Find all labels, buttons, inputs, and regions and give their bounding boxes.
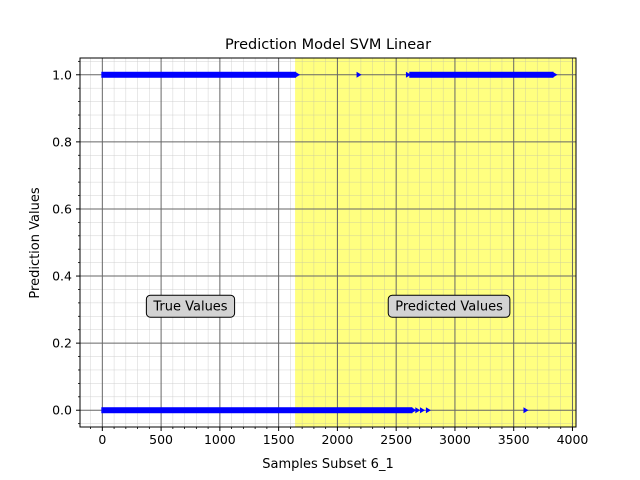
highlight-region xyxy=(295,58,576,427)
data-segment xyxy=(101,407,413,414)
plot-area: 0 500 1000 1500 2000 2500 3000 3500 4000 0.0 0.2 0.… xyxy=(52,57,589,447)
data-point xyxy=(425,407,431,414)
x-tick-label: 0 xyxy=(98,432,106,447)
data-marker xyxy=(411,407,417,414)
data-marker xyxy=(295,71,301,78)
y-tick-label: 0.0 xyxy=(52,403,72,418)
x-tick-label: 1000 xyxy=(204,432,236,447)
annotation-frame xyxy=(145,294,236,318)
annotation-frame xyxy=(387,294,511,318)
annotation-label: Predicted Values xyxy=(395,300,503,315)
x-tick-label: 1500 xyxy=(263,432,295,447)
y-tick-label: 1.0 xyxy=(52,67,72,82)
x-tick-label: 2000 xyxy=(321,432,353,447)
data-point xyxy=(523,407,529,414)
minor-grid xyxy=(80,58,576,427)
axes-frame xyxy=(79,57,577,428)
y-tick-label: 0.6 xyxy=(52,201,72,216)
data-segment xyxy=(101,71,297,78)
data-point xyxy=(420,407,426,414)
annotation-box: True Values xyxy=(145,294,236,318)
annotation-box: Predicted Values xyxy=(387,294,511,318)
data-segment xyxy=(409,71,554,78)
data-marker xyxy=(552,71,558,78)
y-tick-label: 0.4 xyxy=(52,269,72,284)
x-tick-label: 2500 xyxy=(380,432,412,447)
chart-title: Prediction Model SVM Linear xyxy=(225,37,431,53)
x-tick-label: 4000 xyxy=(557,432,589,447)
data-point xyxy=(415,407,421,414)
y-tick-label: 0.8 xyxy=(52,134,72,149)
annotation-label: True Values xyxy=(152,300,227,315)
x-axis-label: Samples Subset 6_1 xyxy=(262,457,393,472)
y-axis-label: Prediction Values xyxy=(28,187,43,298)
y-tick-label: 0.2 xyxy=(52,336,72,351)
data-point xyxy=(405,71,411,78)
x-tick-label: 500 xyxy=(149,432,173,447)
data-point xyxy=(356,71,362,78)
x-tick-label: 3500 xyxy=(498,432,530,447)
x-tick-label: 3000 xyxy=(439,432,471,447)
